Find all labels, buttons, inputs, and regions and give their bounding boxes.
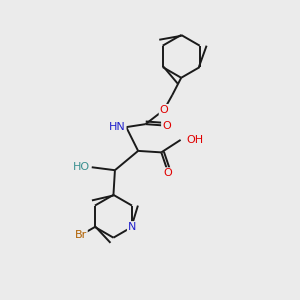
Text: O: O: [162, 121, 171, 130]
Text: OH: OH: [186, 135, 203, 145]
Text: HO: HO: [73, 162, 90, 172]
Text: O: O: [160, 105, 168, 115]
Text: N: N: [128, 222, 136, 232]
Text: Br: Br: [75, 230, 87, 240]
Text: HN: HN: [109, 122, 126, 132]
Text: O: O: [164, 168, 172, 178]
